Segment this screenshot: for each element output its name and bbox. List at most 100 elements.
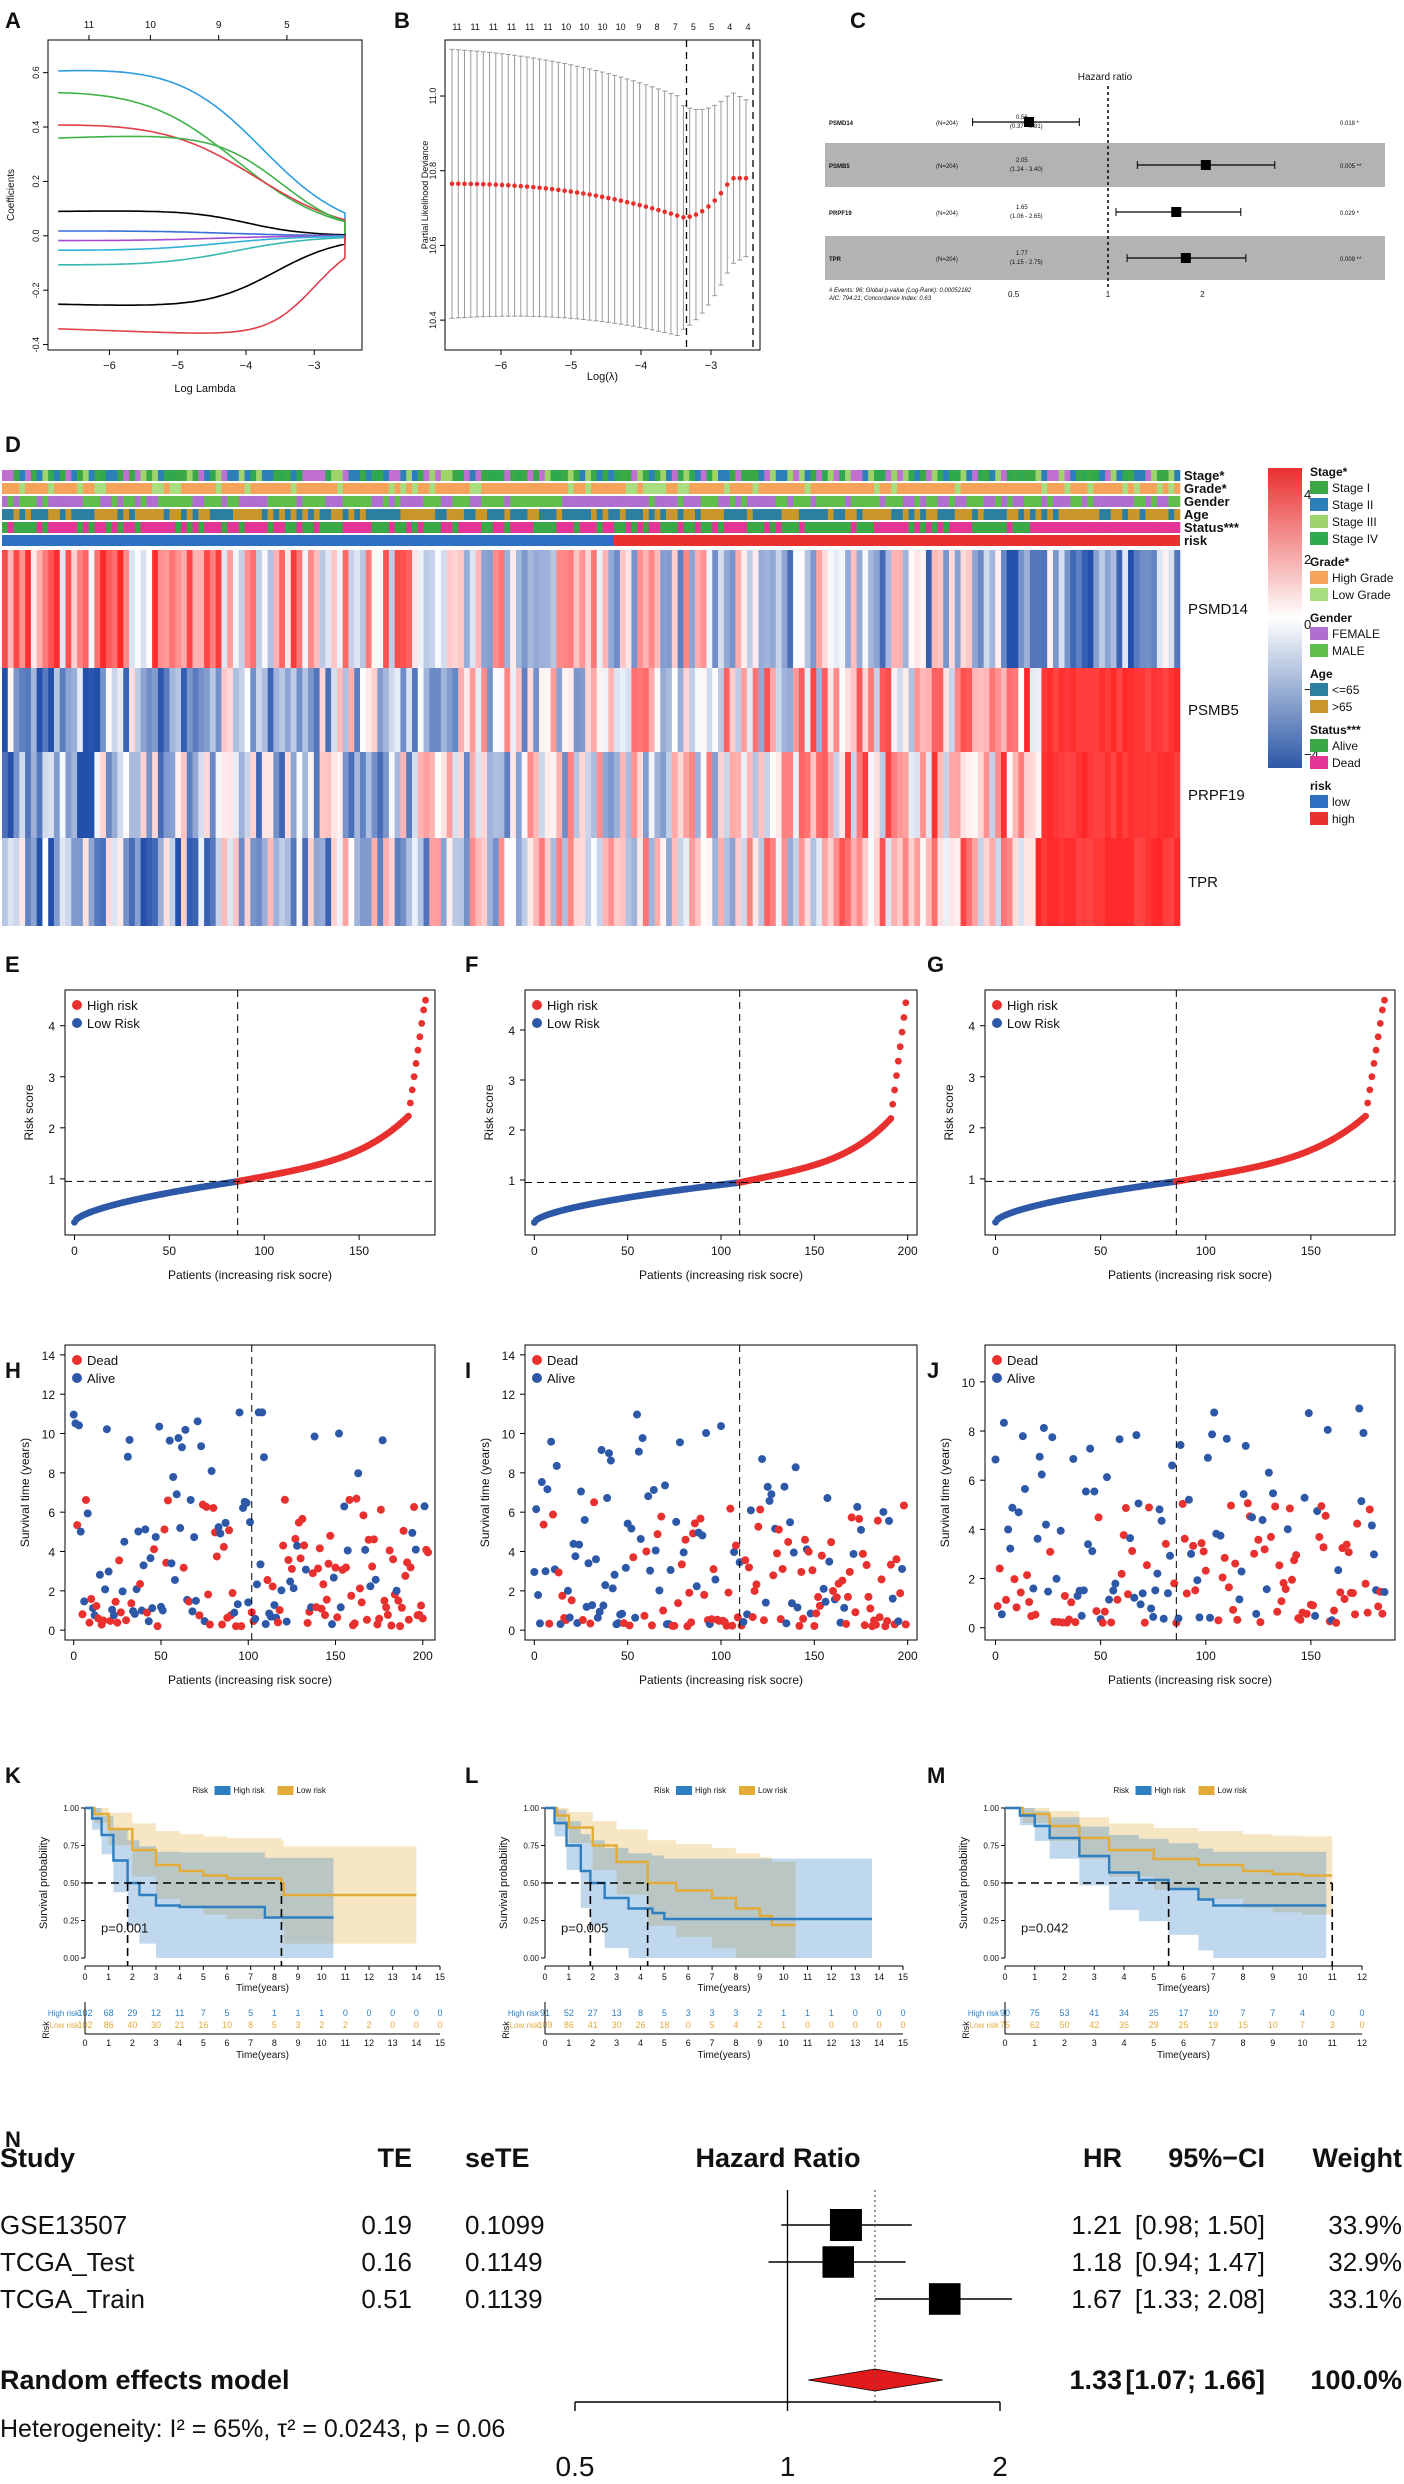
dead-point bbox=[237, 1622, 246, 1631]
panel-letter-j: J bbox=[927, 1358, 939, 1383]
annotation-cell bbox=[1122, 509, 1129, 520]
annotation-cell bbox=[966, 509, 973, 520]
heatmap-cell bbox=[1093, 668, 1100, 752]
annotation-cell bbox=[839, 509, 846, 520]
annotation-cell bbox=[1145, 522, 1152, 533]
risk-count-high: 7 bbox=[1270, 2008, 1275, 2018]
annotation-cell bbox=[1168, 509, 1175, 520]
annotation-cell bbox=[521, 470, 528, 481]
dead-point bbox=[212, 1552, 221, 1561]
heatmap-cell bbox=[642, 838, 650, 926]
heatmap-cell bbox=[65, 550, 72, 668]
annotation-cell bbox=[1122, 496, 1129, 507]
annotation-cell bbox=[515, 509, 522, 520]
annotation-cell bbox=[949, 470, 956, 481]
heatmap-cell bbox=[250, 838, 257, 926]
annotation-cell bbox=[435, 470, 442, 481]
heatmap-cell bbox=[972, 668, 979, 752]
annotation-cell bbox=[1151, 509, 1158, 520]
annotation-cell bbox=[879, 522, 886, 533]
alive-point bbox=[591, 1555, 600, 1564]
panel-letter-h: H bbox=[5, 1358, 21, 1383]
annotation-cell bbox=[331, 483, 338, 494]
top-label: 11 bbox=[525, 22, 534, 32]
dead-point bbox=[1292, 1551, 1301, 1560]
x-tick-label: 8 bbox=[1240, 1972, 1245, 1982]
alive-point bbox=[563, 1586, 572, 1595]
annotation-cell bbox=[481, 522, 488, 533]
annotation-cell bbox=[111, 522, 118, 533]
heatmap-cell bbox=[562, 838, 569, 926]
alive-point bbox=[761, 1598, 770, 1607]
annotation-cell bbox=[1081, 509, 1088, 520]
annotation-cell bbox=[816, 509, 823, 520]
alive-point bbox=[782, 1619, 791, 1628]
annotation-cell bbox=[331, 522, 338, 533]
km-legend-high-swatch bbox=[214, 1786, 231, 1795]
annotation-cell bbox=[989, 483, 996, 494]
deviance-point bbox=[462, 181, 467, 187]
alive-point bbox=[556, 1620, 565, 1629]
annotation-cell bbox=[954, 522, 961, 533]
risk-count-low: 86 bbox=[104, 2020, 114, 2030]
annotation-cell bbox=[105, 509, 113, 520]
annotation-cell bbox=[88, 470, 95, 481]
annotation-cell bbox=[1116, 483, 1123, 494]
annotation-cell bbox=[625, 470, 632, 481]
annotation-cell bbox=[510, 522, 517, 533]
alive-point bbox=[207, 1467, 216, 1476]
heatmap-cell bbox=[752, 752, 759, 838]
alive-point bbox=[1155, 1505, 1164, 1514]
alive-point bbox=[191, 1596, 200, 1605]
heatmap-cell bbox=[1093, 838, 1100, 926]
annotation-cell bbox=[1035, 483, 1042, 494]
heatmap-cell bbox=[65, 668, 72, 752]
annotation-cell bbox=[192, 509, 199, 520]
risk-count-low: 2 bbox=[366, 2020, 371, 2030]
annotation-cell bbox=[336, 522, 343, 533]
annotation-cell bbox=[1156, 522, 1163, 533]
heatmap-cell bbox=[1024, 668, 1031, 752]
legend-title: Gender bbox=[1310, 611, 1352, 625]
heatmap-cell bbox=[244, 752, 251, 838]
annotation-cell bbox=[648, 470, 655, 481]
alive-point bbox=[214, 1523, 223, 1532]
heatmap-cell bbox=[481, 838, 488, 926]
annotation-cell bbox=[1087, 509, 1094, 520]
legend-swatch bbox=[1310, 644, 1328, 657]
x-tick-label: 15 bbox=[435, 1972, 445, 1982]
heatmap-cell bbox=[735, 668, 742, 752]
annotation-cell bbox=[515, 470, 522, 481]
heatmap-cell bbox=[53, 668, 61, 752]
risk-count-high: 5 bbox=[248, 2008, 253, 2018]
heatmap-cell bbox=[718, 668, 725, 752]
annotation-cell bbox=[983, 483, 990, 494]
plot-frame bbox=[444, 39, 761, 351]
annotation-cell bbox=[77, 470, 84, 481]
risk-count-high: 12 bbox=[151, 2008, 161, 2018]
heatmap-cell bbox=[140, 550, 147, 668]
heatmap-cell bbox=[152, 838, 159, 926]
dead-point bbox=[263, 1576, 272, 1585]
annotation-cell bbox=[1058, 483, 1065, 494]
top-label: 10 bbox=[597, 22, 607, 32]
heatmap-cell bbox=[1035, 838, 1042, 926]
x-axis-label: Patients (increasing risk socre) bbox=[168, 1268, 332, 1282]
top-label: 10 bbox=[579, 22, 589, 32]
annotation-cell bbox=[140, 496, 147, 507]
dead-point bbox=[1046, 1547, 1055, 1556]
annotation-cell bbox=[348, 483, 355, 494]
panel-letter-f: F bbox=[465, 952, 478, 977]
top-label: 4 bbox=[727, 22, 732, 32]
p-label: 0.018 * bbox=[1340, 121, 1360, 127]
heatmap-cell bbox=[856, 550, 863, 668]
alive-point bbox=[235, 1408, 244, 1417]
annotation-cell bbox=[53, 496, 61, 507]
heatmap-cell bbox=[88, 838, 95, 926]
heatmap-cell bbox=[487, 838, 494, 926]
table-x-tick-label: 11 bbox=[341, 2038, 350, 2048]
annotation-cell bbox=[897, 483, 904, 494]
annotation-cell bbox=[977, 470, 984, 481]
annotation-cell bbox=[567, 470, 574, 481]
legend-high-marker bbox=[532, 1000, 542, 1010]
